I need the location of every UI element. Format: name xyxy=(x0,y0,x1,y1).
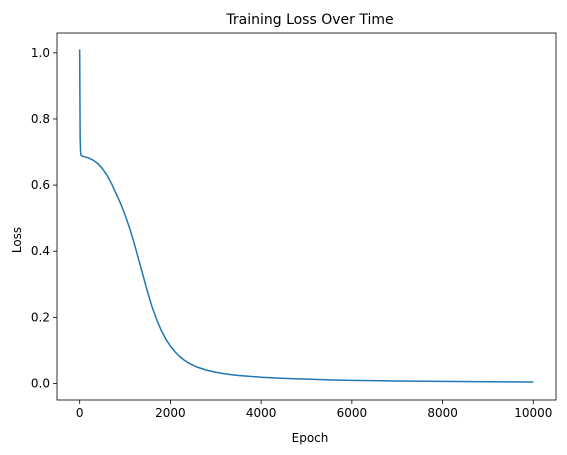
plot-area: 0 2000 4000 6000 8000 10000 0.0 0.2 0.4 0.6 0.8 1.0 xyxy=(31,32,557,420)
y-tick-label: 1.0 xyxy=(31,46,50,60)
loss-series-line xyxy=(78,49,534,383)
y-tick-label: 0.8 xyxy=(31,112,50,126)
y-tick-label: 0.6 xyxy=(31,178,50,192)
y-tick-label: 0.0 xyxy=(31,376,50,390)
x-tick-label: 4000 xyxy=(246,406,277,420)
plot-frame xyxy=(56,32,557,401)
x-tick-label: 0 xyxy=(76,406,84,420)
x-axis-label: Epoch xyxy=(292,431,329,445)
x-tick-label: 10000 xyxy=(514,406,552,420)
y-tick-label: 0.4 xyxy=(31,244,50,258)
x-tick-label: 6000 xyxy=(337,406,368,420)
x-tick-label: 8000 xyxy=(427,406,458,420)
chart-title: Training Loss Over Time xyxy=(225,12,393,28)
y-axis-label: Loss xyxy=(10,227,24,253)
y-tick-label: 0.2 xyxy=(31,310,50,324)
x-tick-label: 2000 xyxy=(155,406,186,420)
